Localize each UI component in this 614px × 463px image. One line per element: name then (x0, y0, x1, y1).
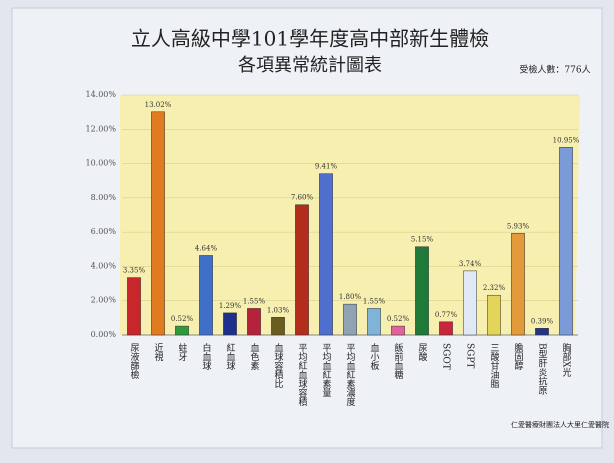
x-tick-label: 飯前血糖 (393, 342, 404, 380)
value-label: 0.52% (171, 315, 194, 323)
y-tick-label: 10.00% (85, 159, 116, 168)
annotation: 受檢人數：776人 (519, 64, 590, 76)
x-tick-label: 白血球 (201, 342, 212, 370)
bar (391, 325, 405, 336)
value-label: 0.52% (387, 315, 410, 323)
value-label: 1.03% (267, 306, 290, 314)
bar (271, 317, 285, 336)
bar (559, 147, 573, 336)
bar (535, 328, 549, 336)
x-tick-label: 近視 (153, 342, 164, 362)
value-label: 2.32% (483, 284, 506, 292)
x-tick-label: 血球容積比 (273, 342, 284, 388)
y-tick-label: 0.00% (91, 330, 117, 339)
y-tick-label: 4.00% (91, 261, 117, 270)
bar (199, 255, 213, 336)
chart-subtitle: 各項異常統計圖表 (238, 55, 382, 76)
y-tick-label: 2.00% (91, 296, 117, 305)
value-label: 1.80% (339, 293, 362, 301)
bar (151, 111, 165, 336)
bar (487, 294, 501, 336)
x-tick-label: SGPT (465, 343, 475, 368)
bar (367, 308, 381, 336)
bar (343, 303, 357, 336)
chart-title: 立人高級中學101學年度高中部新生體檢 (131, 27, 489, 51)
x-tick-label: 尿酸 (417, 343, 428, 362)
bar (319, 173, 333, 336)
value-label: 1.55% (363, 297, 386, 305)
y-tick-label: 8.00% (91, 193, 117, 202)
value-label: 9.41% (315, 163, 338, 171)
x-tick-label: B型肝炎抗原 (537, 343, 548, 395)
x-tick-label: 平均紅血球容積 (297, 343, 308, 407)
bar (127, 277, 141, 336)
x-tick-label: 平均血紅素量 (321, 343, 332, 397)
bar (511, 233, 525, 336)
y-tick-label: 6.00% (91, 227, 117, 236)
value-label: 5.93% (507, 222, 530, 230)
x-tick-label: 膽固醇 (513, 342, 524, 371)
x-tick-label: 平均血紅素濃度 (345, 343, 356, 407)
x-tick-label: 蛀牙 (177, 342, 188, 362)
value-label: 1.55% (243, 297, 266, 305)
bar (175, 325, 189, 336)
value-label: 0.77% (435, 311, 458, 319)
value-label: 13.02% (145, 101, 172, 109)
y-tick-label: 14.00% (85, 90, 116, 99)
value-label: 4.64% (195, 244, 218, 252)
bar (463, 270, 477, 336)
value-label: 0.39% (531, 317, 554, 325)
value-label: 1.29% (219, 302, 242, 310)
bar (439, 321, 453, 336)
bar (247, 308, 261, 336)
footer: 仁愛醫療財團法人大里仁愛醫院 (511, 420, 609, 429)
x-tick-label: 紅血球 (225, 343, 236, 370)
value-label: 3.35% (123, 267, 146, 275)
x-tick-label: 胸部X光 (561, 342, 572, 377)
value-label: 7.60% (291, 194, 314, 202)
x-tick-label: SGOT (441, 343, 451, 370)
y-tick-label: 12.00% (85, 124, 116, 133)
value-label: 3.74% (459, 260, 482, 268)
bar (415, 246, 429, 336)
bar (223, 312, 237, 336)
x-tick-label: 血色素 (249, 342, 260, 370)
value-label: 10.95% (553, 136, 580, 144)
bar (295, 204, 309, 336)
x-tick-label: 三酸甘油脂 (489, 343, 500, 389)
x-tick-label: 尿液篩檢 (129, 343, 140, 380)
value-label: 5.15% (411, 236, 434, 244)
x-tick-label: 血小板 (369, 342, 380, 371)
